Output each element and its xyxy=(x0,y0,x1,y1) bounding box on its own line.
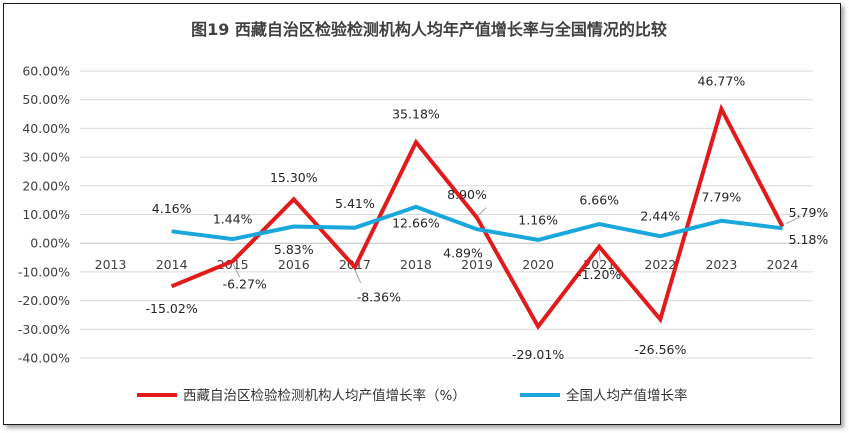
data-label-national: 1.16% xyxy=(518,212,558,227)
x-tick-label: 2019 xyxy=(461,257,493,272)
data-label-national: 5.41% xyxy=(335,196,375,211)
series-line-tibet xyxy=(170,103,785,331)
legend-label: 西藏自治区检验检测机构人均产值增长率（%） xyxy=(183,387,466,404)
chart-frame: 图19 西藏自治区检验检测机构人均年产值增长率与全国情况的比较 60.00% 50… xyxy=(3,3,841,425)
x-tick-label: 2013 xyxy=(95,257,127,272)
data-label-national: 2.44% xyxy=(640,209,680,224)
legend-item-national: 全国人均产值增长率 xyxy=(520,387,688,404)
y-tick-label: 10.00% xyxy=(22,207,70,222)
y-tick-label: 60.00% xyxy=(22,64,70,79)
series-line-national xyxy=(171,204,783,242)
y-tick-label: 50.00% xyxy=(22,92,70,107)
y-tick-label: -10.00% xyxy=(18,264,70,279)
label-leader-line xyxy=(232,262,241,278)
y-tick-label: 40.00% xyxy=(22,121,70,136)
legend-label: 全国人均产值增长率 xyxy=(566,387,688,404)
label-leader-line xyxy=(477,207,487,217)
x-tick-label: 2015 xyxy=(217,257,249,272)
x-tick-label: 2022 xyxy=(644,257,676,272)
data-label-tibet: -1.20% xyxy=(577,267,621,282)
x-tick-label: 2014 xyxy=(156,257,188,272)
label-leader-line xyxy=(786,216,801,225)
data-label-national: 5.18% xyxy=(789,232,829,247)
label-leader-line xyxy=(354,269,362,284)
x-tick-label: 2020 xyxy=(522,257,554,272)
data-label-national: 6.66% xyxy=(579,193,619,208)
x-tick-label: 2016 xyxy=(278,257,310,272)
data-label-tibet: -26.56% xyxy=(634,342,686,357)
data-label-national: 12.66% xyxy=(392,215,440,230)
chart-title: 图19 西藏自治区检验检测机构人均年产值增长率与全国情况的比较 xyxy=(191,20,667,39)
x-tick-label: 2024 xyxy=(767,257,799,272)
data-label-national: 5.83% xyxy=(274,242,314,257)
x-tick-label: 2018 xyxy=(400,257,432,272)
y-tick-label: 20.00% xyxy=(22,178,70,193)
data-label-national: 4.16% xyxy=(152,201,192,216)
label-leader-line xyxy=(598,250,601,261)
x-tick-label: 2021 xyxy=(583,257,615,272)
data-label-tibet: -29.01% xyxy=(512,347,564,362)
data-label-national: 4.89% xyxy=(443,246,483,261)
data-label-tibet: 15.30% xyxy=(270,170,318,185)
data-label-tibet: -6.27% xyxy=(223,277,267,292)
y-tick-label: -20.00% xyxy=(18,293,70,308)
data-label-tibet: 35.18% xyxy=(392,107,440,122)
data-label-tibet: 8.90% xyxy=(447,187,487,202)
line-chart: 图19 西藏自治区检验检测机构人均年产值增长率与全国情况的比较 60.00% 50… xyxy=(18,20,829,404)
x-tick-label: 2023 xyxy=(705,257,737,272)
y-tick-label: -30.00% xyxy=(18,322,70,337)
y-tick-label: -40.00% xyxy=(18,351,70,366)
data-label-tibet: 5.79% xyxy=(789,205,829,220)
legend-item-tibet: 西藏自治区检验检测机构人均产值增长率（%） xyxy=(137,387,466,404)
data-label-national: 7.79% xyxy=(702,189,742,204)
data-label-tibet: -15.02% xyxy=(146,301,198,316)
data-label-national: 1.44% xyxy=(213,212,253,227)
data-label-tibet: -8.36% xyxy=(357,290,401,305)
y-tick-label: 30.00% xyxy=(22,150,70,165)
y-tick-label: 0.00% xyxy=(30,236,70,251)
data-label-tibet: 46.77% xyxy=(698,73,746,88)
